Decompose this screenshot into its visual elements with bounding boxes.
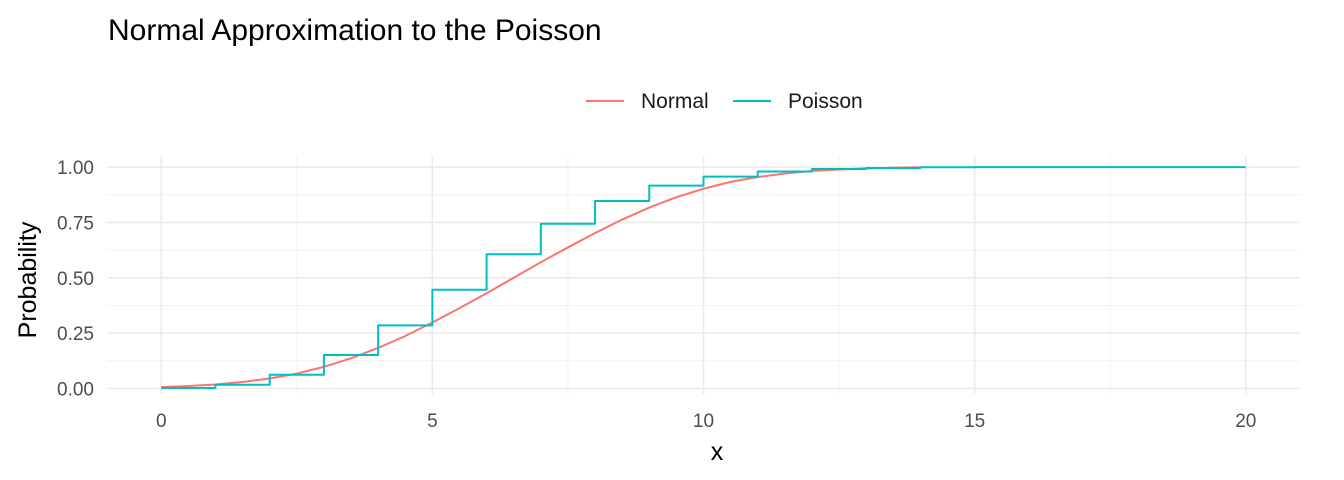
legend-label-poisson: Poisson	[788, 90, 863, 113]
y-tick-label: 1.00	[57, 158, 94, 179]
x-tick-label: 0	[156, 411, 167, 432]
x-axis-title: x	[711, 438, 724, 466]
legend: Normal Poisson	[586, 90, 863, 113]
y-tick-label: 0.25	[57, 324, 94, 345]
y-tick-label: 0.75	[57, 213, 94, 234]
plot-grid	[107, 156, 1300, 394]
x-tick-label: 20	[1235, 411, 1256, 432]
legend-label-normal: Normal	[641, 90, 709, 113]
y-tick-label: 0.50	[57, 269, 94, 290]
x-tick-label: 15	[964, 411, 985, 432]
chart-title: Normal Approximation to the Poisson	[108, 14, 602, 47]
series-line-poisson	[161, 166, 1246, 390]
x-tick-label: 5	[427, 411, 438, 432]
y-axis-title: Probability	[14, 221, 42, 338]
y-tick-label: 0.00	[57, 379, 94, 400]
axis-ticks: 0 5 10 15 20 0.00 0.25 0.50 0.75 1.00	[57, 158, 1256, 432]
x-tick-label: 10	[693, 411, 714, 432]
plot-series	[161, 166, 1246, 390]
